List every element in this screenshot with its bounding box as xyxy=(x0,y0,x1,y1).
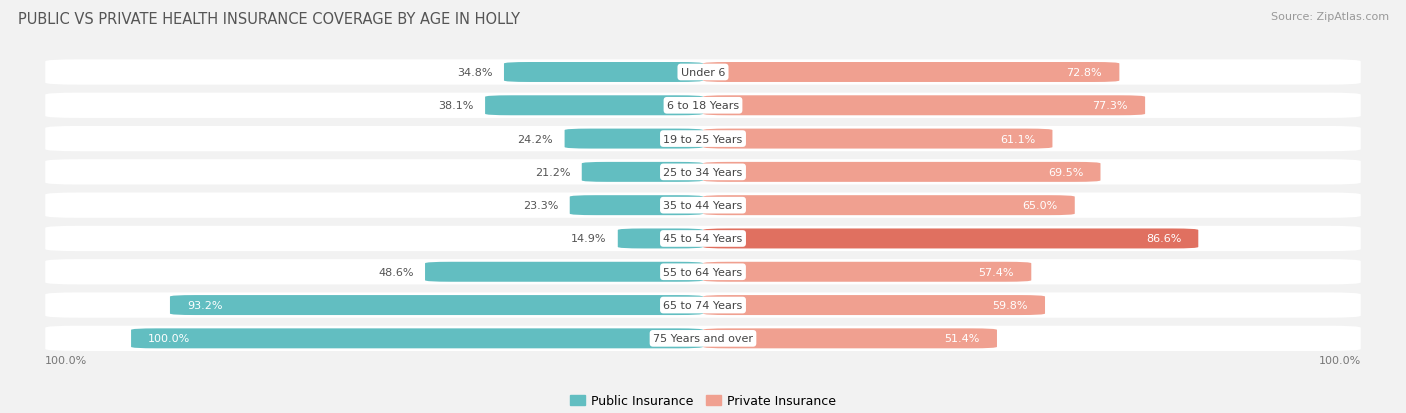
FancyBboxPatch shape xyxy=(569,196,703,216)
FancyBboxPatch shape xyxy=(703,96,1144,116)
FancyBboxPatch shape xyxy=(503,63,703,83)
Text: 93.2%: 93.2% xyxy=(187,300,222,310)
Text: 75 Years and over: 75 Years and over xyxy=(652,334,754,344)
Text: 35 to 44 Years: 35 to 44 Years xyxy=(664,201,742,211)
Text: Source: ZipAtlas.com: Source: ZipAtlas.com xyxy=(1271,12,1389,22)
FancyBboxPatch shape xyxy=(131,329,703,349)
Text: 77.3%: 77.3% xyxy=(1092,101,1128,111)
FancyBboxPatch shape xyxy=(45,160,1361,185)
Text: 51.4%: 51.4% xyxy=(945,334,980,344)
FancyBboxPatch shape xyxy=(425,262,703,282)
Text: 38.1%: 38.1% xyxy=(439,101,474,111)
FancyBboxPatch shape xyxy=(45,326,1361,351)
Text: 19 to 25 Years: 19 to 25 Years xyxy=(664,134,742,144)
Text: 23.3%: 23.3% xyxy=(523,201,558,211)
Text: 34.8%: 34.8% xyxy=(457,68,492,78)
FancyBboxPatch shape xyxy=(703,295,1045,315)
FancyBboxPatch shape xyxy=(617,229,703,249)
FancyBboxPatch shape xyxy=(485,96,703,116)
FancyBboxPatch shape xyxy=(703,329,997,349)
FancyBboxPatch shape xyxy=(565,129,703,149)
Legend: Public Insurance, Private Insurance: Public Insurance, Private Insurance xyxy=(569,394,837,408)
FancyBboxPatch shape xyxy=(45,293,1361,318)
Text: 25 to 34 Years: 25 to 34 Years xyxy=(664,167,742,178)
FancyBboxPatch shape xyxy=(45,127,1361,152)
Text: 69.5%: 69.5% xyxy=(1047,167,1084,178)
FancyBboxPatch shape xyxy=(170,295,703,315)
FancyBboxPatch shape xyxy=(45,60,1361,85)
Text: 21.2%: 21.2% xyxy=(534,167,571,178)
Text: 86.6%: 86.6% xyxy=(1146,234,1181,244)
Text: Under 6: Under 6 xyxy=(681,68,725,78)
FancyBboxPatch shape xyxy=(582,162,703,183)
Text: 6 to 18 Years: 6 to 18 Years xyxy=(666,101,740,111)
Text: 100.0%: 100.0% xyxy=(1319,355,1361,365)
Text: 24.2%: 24.2% xyxy=(517,134,553,144)
Text: 59.8%: 59.8% xyxy=(993,300,1028,310)
Text: 65.0%: 65.0% xyxy=(1022,201,1057,211)
FancyBboxPatch shape xyxy=(45,226,1361,252)
FancyBboxPatch shape xyxy=(703,162,1101,183)
Text: 14.9%: 14.9% xyxy=(571,234,606,244)
Text: 100.0%: 100.0% xyxy=(45,355,87,365)
Text: 100.0%: 100.0% xyxy=(148,334,190,344)
Text: 57.4%: 57.4% xyxy=(979,267,1014,277)
Text: 61.1%: 61.1% xyxy=(1000,134,1035,144)
Text: 72.8%: 72.8% xyxy=(1067,68,1102,78)
FancyBboxPatch shape xyxy=(703,229,1198,249)
Text: 45 to 54 Years: 45 to 54 Years xyxy=(664,234,742,244)
Text: 65 to 74 Years: 65 to 74 Years xyxy=(664,300,742,310)
Text: 48.6%: 48.6% xyxy=(378,267,413,277)
Text: 55 to 64 Years: 55 to 64 Years xyxy=(664,267,742,277)
Text: PUBLIC VS PRIVATE HEALTH INSURANCE COVERAGE BY AGE IN HOLLY: PUBLIC VS PRIVATE HEALTH INSURANCE COVER… xyxy=(18,12,520,27)
FancyBboxPatch shape xyxy=(703,196,1074,216)
FancyBboxPatch shape xyxy=(45,93,1361,119)
FancyBboxPatch shape xyxy=(45,193,1361,218)
FancyBboxPatch shape xyxy=(703,129,1053,149)
FancyBboxPatch shape xyxy=(703,63,1119,83)
FancyBboxPatch shape xyxy=(703,262,1031,282)
FancyBboxPatch shape xyxy=(45,259,1361,285)
